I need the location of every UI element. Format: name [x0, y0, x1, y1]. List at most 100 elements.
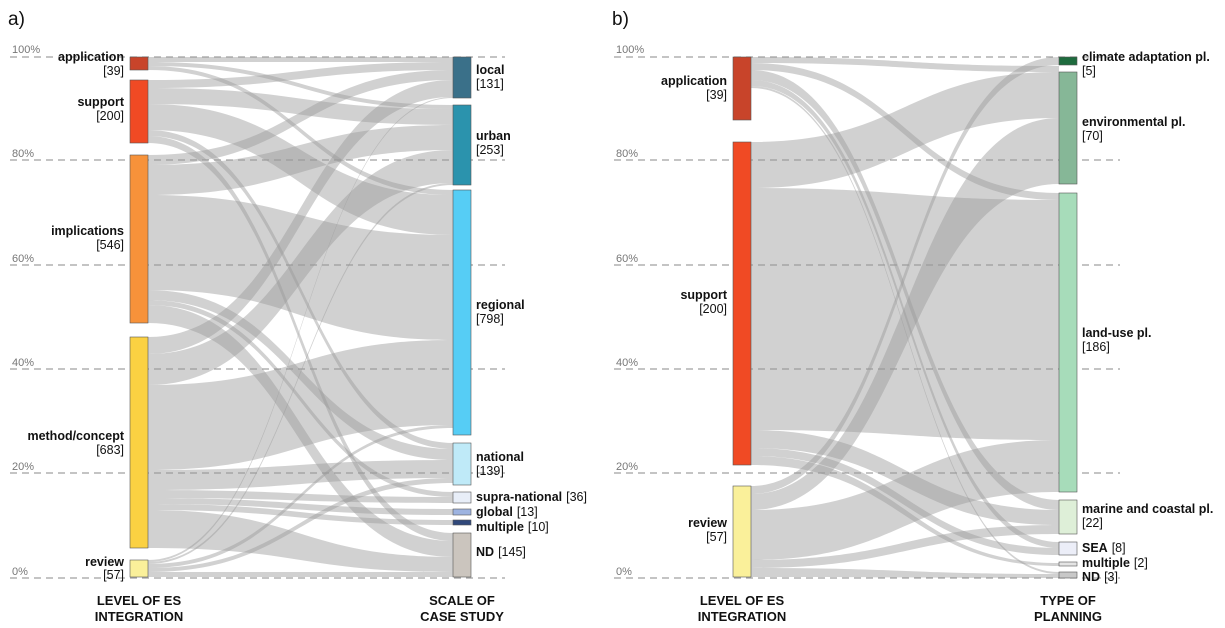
node-national	[452, 442, 472, 486]
label-method-concept: method/concept	[27, 429, 124, 443]
label-application: application	[58, 50, 124, 64]
count-method-concept: [683]	[96, 443, 124, 457]
label-nd: ND	[476, 545, 494, 559]
flow-b-support-landuse	[751, 188, 1059, 440]
flow-method-global	[148, 498, 453, 515]
panel-b-label: b)	[612, 9, 629, 30]
flow-support-national	[148, 130, 453, 449]
count-nd: [145]	[498, 545, 526, 559]
left-axis-title-line1: LEVEL OF ES	[97, 593, 182, 608]
flow-method-urban	[148, 150, 453, 385]
label-support: support	[77, 95, 124, 109]
panel-a-left-labels: application [39] support [200] implicati…	[27, 50, 124, 582]
flow-implications-national	[148, 290, 453, 460]
flow-support-urban	[148, 88, 453, 125]
label-supra-national-line: supra-national [36]	[476, 490, 587, 504]
count-b-marine: [22]	[1082, 516, 1103, 530]
flow-method-national	[148, 460, 453, 490]
flow-method-nd	[148, 510, 453, 572]
label-global-line: global [13]	[476, 505, 538, 519]
pct-label-b-40: 40%	[616, 357, 638, 369]
pct-label-b-60: 60%	[616, 253, 638, 265]
flow-review-national	[148, 478, 453, 572]
node-review	[129, 559, 149, 578]
node-method-concept	[129, 336, 149, 549]
label-regional: regional	[476, 298, 525, 312]
label-multiple: multiple	[476, 520, 524, 534]
pct-label-0: 0%	[12, 566, 28, 578]
panel-b-right-labels: climate adaptation pl. [5] environmental…	[1082, 50, 1213, 584]
flow-implications-regional	[148, 195, 453, 340]
node-nd	[452, 532, 472, 578]
label-nd-line: ND [145]	[476, 545, 526, 559]
flow-b-support-environmental	[751, 72, 1059, 188]
panel-a-axis-titles: LEVEL OF ES INTEGRATION SCALE OF CASE ST…	[95, 593, 505, 624]
count-global: [13]	[517, 505, 538, 519]
count-regional: [798]	[476, 312, 504, 326]
panel-b-flows	[751, 57, 1059, 578]
count-b-multiple: [2]	[1134, 556, 1148, 570]
panel-a-right-nodes	[452, 56, 472, 578]
panel-b-left-labels: application [39] support [200] review [5…	[661, 74, 728, 544]
label-review: review	[85, 555, 124, 569]
b-right-axis-title-line1: TYPE OF	[1040, 593, 1096, 608]
right-axis-title-line1: SCALE OF	[429, 593, 495, 608]
count-b-review: [57]	[706, 530, 727, 544]
flow-support-nd	[148, 136, 453, 541]
flow-application-urban	[148, 62, 453, 109]
label-b-marine: marine and coastal pl.	[1082, 502, 1213, 516]
panel-b-axis-titles: LEVEL OF ES INTEGRATION TYPE OF PLANNING	[698, 593, 1102, 624]
flow-implications-supranational	[148, 300, 453, 497]
flow-review-nd	[148, 572, 453, 577]
b-left-axis-title-line2: INTEGRATION	[698, 609, 787, 623]
count-b-support: [200]	[699, 302, 727, 316]
left-axis-title-line2: INTEGRATION	[95, 609, 184, 623]
flow-b-review-climate	[751, 57, 1059, 494]
flow-implications-nd	[148, 305, 453, 557]
panel-a-flows	[148, 57, 453, 577]
pct-label-100: 100%	[12, 44, 40, 56]
count-national: [139]	[476, 464, 504, 478]
count-b-environmental: [70]	[1082, 129, 1103, 143]
count-application: [39]	[103, 64, 124, 78]
label-national: national	[476, 450, 524, 464]
node-b-environmental	[1058, 71, 1078, 185]
flow-b-application-nd	[751, 86, 1059, 574]
flow-method-local	[148, 80, 453, 354]
node-b-landuse	[1058, 192, 1078, 493]
node-b-multiple	[1058, 561, 1078, 567]
pct-label-20: 20%	[12, 461, 34, 473]
count-urban: [253]	[476, 143, 504, 157]
label-multiple-line: multiple [10]	[476, 520, 549, 534]
b-left-axis-title-line1: LEVEL OF ES	[700, 593, 785, 608]
flow-b-support-marine	[751, 430, 1059, 525]
flow-review-regional	[148, 425, 453, 568]
label-b-landuse: land-use pl.	[1082, 326, 1151, 340]
count-b-application: [39]	[706, 88, 727, 102]
label-b-multiple-line: multiple [2]	[1082, 556, 1148, 570]
flow-method-regional	[148, 340, 453, 470]
panel-a-right-labels: local [131] urban [253] regional [798] n…	[476, 63, 587, 559]
flow-application-local	[148, 57, 453, 62]
count-b-landuse: [186]	[1082, 340, 1110, 354]
node-b-climate	[1058, 56, 1078, 66]
flow-b-review-landuse	[751, 440, 1059, 560]
node-regional	[452, 189, 472, 436]
flow-implications-local	[148, 70, 453, 165]
panel-a: a) 100% 80% 60% 40% 20% 0%	[8, 9, 587, 624]
flow-support-local	[148, 62, 453, 88]
panel-b-right-nodes	[1058, 56, 1078, 579]
b-right-axis-title-line2: PLANNING	[1034, 609, 1102, 623]
flow-b-application-sea	[751, 80, 1059, 548]
count-b-climate: [5]	[1082, 64, 1096, 78]
pct-label-b-80: 80%	[616, 148, 638, 160]
flow-b-support-multiple	[751, 456, 1059, 566]
node-supra-national	[452, 491, 472, 504]
flow-method-multiple	[148, 504, 453, 525]
label-implications: implications	[51, 224, 124, 238]
node-application	[129, 56, 149, 71]
label-global: global	[476, 505, 513, 519]
panel-b: b) 100% 80% 60% 40% 20% 0%	[612, 9, 1213, 624]
